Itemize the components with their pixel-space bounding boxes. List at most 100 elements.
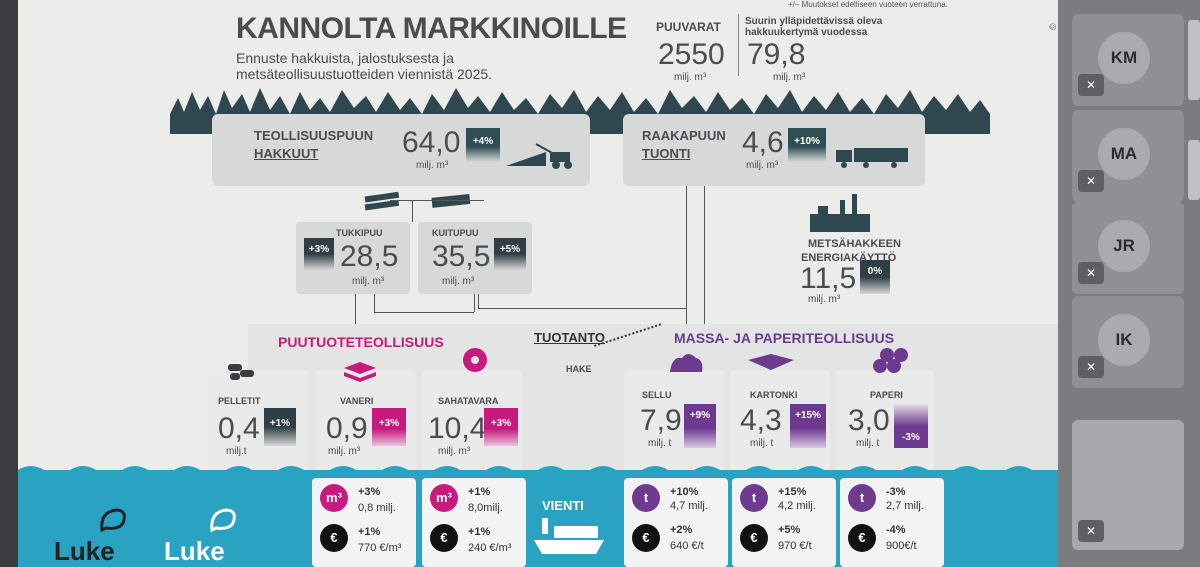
connector bbox=[374, 312, 474, 313]
hake-label: HAKE bbox=[566, 364, 592, 374]
euro-icon: € bbox=[740, 524, 768, 552]
euro-icon: € bbox=[848, 524, 876, 552]
connector bbox=[390, 200, 484, 201]
kartonki-value: 4,3 bbox=[740, 404, 782, 437]
yllapidettava-value: 79,8 bbox=[747, 38, 806, 71]
energy-change: 0% bbox=[860, 260, 890, 294]
connector bbox=[355, 294, 356, 324]
participant-tile[interactable]: KM ✕ bbox=[1072, 14, 1184, 106]
kartonki-volume-pct: +15% bbox=[778, 486, 807, 498]
kartonki-change: +15% bbox=[790, 404, 826, 448]
vaneri-price-pct: +1% bbox=[358, 526, 381, 538]
wave-edge bbox=[18, 466, 1058, 478]
import-label-1: RAAKAPUUN bbox=[642, 128, 726, 143]
log-pile-icon bbox=[364, 191, 400, 211]
sellu-unit: milj. t bbox=[648, 438, 672, 449]
puutuote-heading: PUUTUOTETEOLLISUUS bbox=[278, 334, 444, 350]
participant-tile[interactable]: IK ✕ bbox=[1072, 296, 1184, 388]
sahatavara-value: 10,4 bbox=[428, 412, 487, 445]
sahatavara-label: SAHATAVARA bbox=[438, 396, 499, 406]
factory-icon bbox=[810, 194, 870, 232]
sahatavara-unit: milj. m³ bbox=[438, 446, 471, 457]
connector bbox=[412, 200, 413, 222]
mic-muted-icon[interactable]: ✕ bbox=[1078, 170, 1104, 192]
pelletit-change: +1% bbox=[264, 408, 296, 446]
connector bbox=[474, 294, 475, 312]
sellu-volume-val: 4,7 milj. bbox=[670, 500, 708, 512]
tonnes-icon: t bbox=[848, 484, 876, 512]
vaneri-volume-val: 0,8 milj. bbox=[358, 502, 396, 514]
connector bbox=[704, 186, 705, 324]
sellu-price-val: 640 €/t bbox=[670, 540, 704, 552]
pulpwood-icon bbox=[431, 193, 471, 208]
energy-value: 11,5 bbox=[800, 262, 857, 295]
import-value: 4,6 bbox=[742, 126, 784, 159]
plywood-icon bbox=[344, 362, 376, 382]
luke-logo-dark: Luke bbox=[54, 508, 134, 566]
massa-heading: MASSA- JA PAPERITEOLLISUUS bbox=[674, 330, 895, 346]
harvest-label-2: HAKKUUT bbox=[254, 146, 319, 161]
import-unit: milj. m³ bbox=[746, 160, 779, 171]
kartonki-label: KARTONKI bbox=[750, 390, 798, 400]
euro-icon: € bbox=[632, 524, 660, 552]
shared-screen: +/– Muutokset edelliseen vuoteen verratt… bbox=[18, 0, 1058, 567]
pellet-icon bbox=[228, 364, 254, 380]
yllapidettava-unit: milj. m³ bbox=[773, 72, 806, 83]
connector bbox=[374, 294, 375, 312]
mic-muted-icon[interactable]: ✕ bbox=[1078, 262, 1104, 284]
participant-tile[interactable]: JR ✕ bbox=[1072, 202, 1184, 294]
avatar: IK bbox=[1098, 314, 1150, 366]
participant-tile[interactable]: MA ✕ bbox=[1072, 110, 1184, 202]
sahatavara-change: +3% bbox=[484, 408, 518, 446]
paperi-unit: milj. t bbox=[856, 438, 880, 449]
sawblade-icon bbox=[463, 348, 487, 372]
luke-leaf-icon bbox=[100, 508, 126, 533]
connector bbox=[478, 294, 479, 308]
volume-icon: m³ bbox=[430, 484, 458, 512]
pelletit-label: PELLETIT bbox=[218, 396, 261, 406]
left-bezel bbox=[0, 0, 18, 567]
puuvarat-value: 2550 bbox=[658, 38, 725, 71]
harvest-unit: milj. m³ bbox=[416, 160, 449, 171]
import-label-2: TUONTI bbox=[642, 146, 691, 161]
ship-icon bbox=[534, 518, 604, 554]
copyright: © Luke bbox=[1048, 23, 1058, 30]
connector bbox=[478, 308, 686, 309]
kartonki-volume-val: 4,2 milj. bbox=[778, 500, 816, 512]
tukkipuu-label: TUKKIPUU bbox=[336, 228, 383, 238]
energy-unit: milj. m³ bbox=[808, 294, 841, 305]
sellu-value: 7,9 bbox=[640, 404, 682, 437]
kuitupuu-unit: milj. m³ bbox=[442, 276, 475, 287]
luke-brand-light: Luke bbox=[164, 536, 225, 566]
pulp-icon bbox=[670, 354, 703, 372]
vaneri-unit: milj. m³ bbox=[328, 446, 361, 457]
harvest-label-1: TEOLLISUUSPUUN bbox=[254, 128, 374, 143]
sellu-change: +9% bbox=[684, 404, 716, 448]
kuitupuu-value: 35,5 bbox=[432, 240, 491, 273]
kuitupuu-change: +5% bbox=[494, 238, 526, 270]
scroll-edge[interactable] bbox=[1188, 140, 1200, 200]
mic-muted-icon[interactable]: ✕ bbox=[1078, 356, 1104, 378]
sellu-price-pct: +2% bbox=[670, 524, 693, 536]
sellu-label: SELLU bbox=[642, 390, 672, 400]
vaneri-change: +3% bbox=[372, 408, 406, 446]
sellu-volume-pct: +10% bbox=[670, 486, 699, 498]
luke-leaf-icon bbox=[210, 508, 236, 533]
tuotanto-heading: TUOTANTO bbox=[534, 330, 606, 345]
paperi-label: PAPERI bbox=[870, 390, 903, 400]
mic-muted-icon[interactable]: ✕ bbox=[1078, 520, 1104, 542]
luke-brand-dark: Luke bbox=[54, 536, 115, 566]
harvest-value: 64,0 bbox=[402, 126, 461, 159]
paper-roll-icon bbox=[873, 348, 908, 373]
luke-logo-light: Luke bbox=[164, 508, 244, 566]
truck-icon bbox=[836, 148, 908, 168]
vaneri-label: VANERI bbox=[340, 396, 374, 406]
vaneri-price-val: 770 €/m³ bbox=[358, 542, 402, 554]
paperi-value: 3,0 bbox=[848, 404, 890, 437]
scroll-edge[interactable] bbox=[1188, 20, 1200, 100]
mic-muted-icon[interactable]: ✕ bbox=[1078, 74, 1104, 96]
participant-tile-empty[interactable]: ✕ bbox=[1072, 420, 1184, 550]
pelletit-unit: milj.t bbox=[226, 446, 247, 457]
puuvarat-unit: milj. m³ bbox=[674, 72, 707, 83]
import-change: +10% bbox=[788, 128, 826, 162]
